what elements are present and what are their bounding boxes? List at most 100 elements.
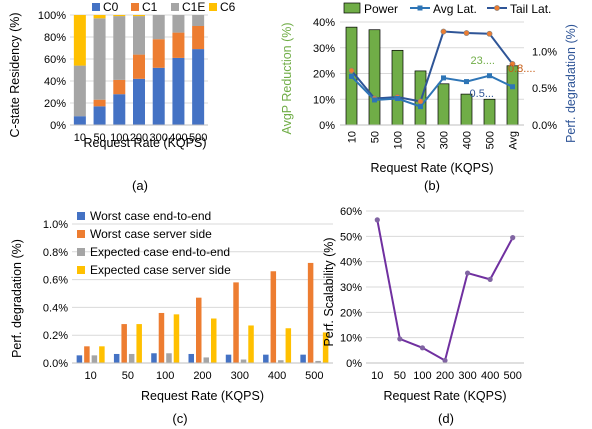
point-scalability-d (442, 357, 448, 364)
legend-swatch-power-b (343, 2, 361, 14)
point-avg-lat-b (464, 79, 469, 85)
bar-c0-a (172, 57, 185, 125)
bar-series-3-c (315, 360, 321, 363)
x-axis-title-a: Request Rate (KQPS) (84, 136, 207, 150)
bar-series-2-c (270, 271, 277, 363)
bar-c1e-a (152, 15, 165, 40)
point-scalability-d (510, 235, 516, 241)
legend-label-3-c: Expected case end-to-end (90, 245, 230, 259)
point-tail-lat-b (486, 30, 493, 37)
y-tick-label-d: 20% (340, 307, 362, 319)
caption-a: (a) (132, 178, 148, 193)
bar-series-4-c (211, 318, 217, 363)
point-tail-lat-b (509, 61, 516, 67)
y-tick-label-right-b: 0.5% (532, 83, 557, 95)
point-avg-lat-b (487, 73, 492, 79)
legend-swatch-c1-a (131, 3, 139, 11)
bar-series-2-c (121, 324, 127, 363)
bar-c1-a (133, 54, 145, 79)
x-tick-label-d: 500 (504, 370, 522, 382)
bar-series-4-c (173, 314, 180, 363)
bar-series-3-c (240, 359, 247, 363)
point-tail-lat-b (417, 98, 424, 105)
caption-b: (b) (424, 178, 440, 193)
point-tail-lat-b (463, 30, 470, 36)
x-tick-label-c: 400 (268, 370, 286, 382)
y-tick-label-left-b: 0% (319, 120, 335, 132)
bar-series-4-c (322, 332, 329, 363)
x-tick-label-b: 50 (370, 131, 382, 143)
x-tick-label-c: 50 (122, 370, 134, 382)
y-tick-label-a: 40% (44, 76, 66, 88)
bar-c6-a (113, 15, 126, 17)
bar-c0-a (133, 78, 145, 125)
bar-c1-a (113, 79, 126, 95)
bar-series-3-c (203, 357, 209, 363)
bar-power-b (368, 29, 381, 126)
bar-series-1-c (76, 355, 83, 363)
x-tick-label-b: 100 (393, 131, 405, 149)
caption-d: (d) (438, 411, 454, 426)
x-tick-label-b: Avg (508, 131, 520, 150)
y-axis-title-left-b: AvgP Reduction (%) (280, 22, 294, 134)
bar-c6-a (93, 15, 106, 19)
annotation-power-avg-b: 23.... (471, 55, 495, 67)
y-tick-label-right-b: 0.0% (532, 120, 557, 132)
bar-c6-a (133, 15, 145, 17)
x-tick-label-a: 500 (189, 132, 207, 144)
y-axis-title-a: C-state Residency (%) (8, 12, 22, 137)
bar-series-4-c (285, 328, 292, 363)
y-axis-title-d: Perf. Scalability (%) (322, 237, 336, 346)
bar-c1e-a (172, 15, 185, 33)
x-tick-label-b: 500 (485, 131, 497, 149)
x-tick-label-d: 50 (394, 370, 406, 382)
line-tail-lat-b (350, 30, 514, 103)
legend-swatch-3-c (77, 248, 85, 256)
legend-label-c1-a: C1 (142, 0, 158, 14)
bar-series-2-c (196, 297, 202, 363)
bar-c1-a (192, 26, 205, 50)
y-tick-label-left-b: 30% (313, 43, 335, 55)
bar-power-b (391, 49, 404, 126)
bar-series-4-c (99, 346, 105, 363)
point-avg-lat-b (510, 84, 515, 90)
point-tail-lat-b (440, 28, 447, 35)
bar-c0-a (152, 67, 165, 125)
y-tick-label-c: 0.8% (43, 247, 68, 259)
y-tick-label-a: 80% (44, 32, 66, 44)
y-tick-label-c: 1.0% (43, 219, 68, 231)
point-avg-lat-b (372, 97, 377, 103)
y-axis-title-c: Perf. degradation (%) (10, 239, 24, 358)
legend-label-avg-lat-b: Avg Lat. (433, 2, 477, 16)
bar-c1-a (93, 99, 106, 107)
x-axis-title-d: Request Rate (KQPS) (384, 389, 507, 403)
bar-power-b (437, 83, 450, 126)
legend-label-2-c: Worst case server side (90, 227, 212, 241)
bar-c1e-a (192, 15, 205, 26)
y-axis-title-right-b: Perf. degradation (%) (564, 24, 578, 143)
x-tick-label-b: 400 (462, 131, 474, 149)
bar-c1e-a (73, 65, 86, 117)
bar-series-3-c (128, 353, 135, 363)
bar-series-1-c (225, 354, 232, 363)
bar-series-4-c (248, 325, 254, 363)
bar-c0-a (93, 106, 106, 125)
y-tick-label-left-b: 10% (313, 94, 335, 106)
bar-series-1-c (151, 353, 157, 363)
point-scalability-d (374, 217, 380, 223)
bar-series-2-c (84, 346, 90, 363)
x-axis-title-b: Request Rate (KQPS) (371, 161, 494, 175)
legend-label-c0-a: C0 (103, 0, 119, 14)
x-tick-label-d: 100 (413, 370, 431, 382)
point-scalability-d (397, 336, 403, 342)
x-tick-label-c: 200 (193, 370, 211, 382)
x-tick-label-a: 200 (130, 132, 148, 144)
annotation-avg-lat-b: 0.5... (470, 88, 494, 100)
bar-series-3-c (91, 355, 98, 363)
y-tick-label-d: 40% (340, 257, 362, 269)
legend-label-c6-a: C6 (220, 0, 236, 14)
legend-label-4-c: Expected case server side (90, 263, 231, 277)
legend-swatch-4-c (77, 266, 85, 274)
y-tick-label-a: 0% (50, 120, 66, 132)
